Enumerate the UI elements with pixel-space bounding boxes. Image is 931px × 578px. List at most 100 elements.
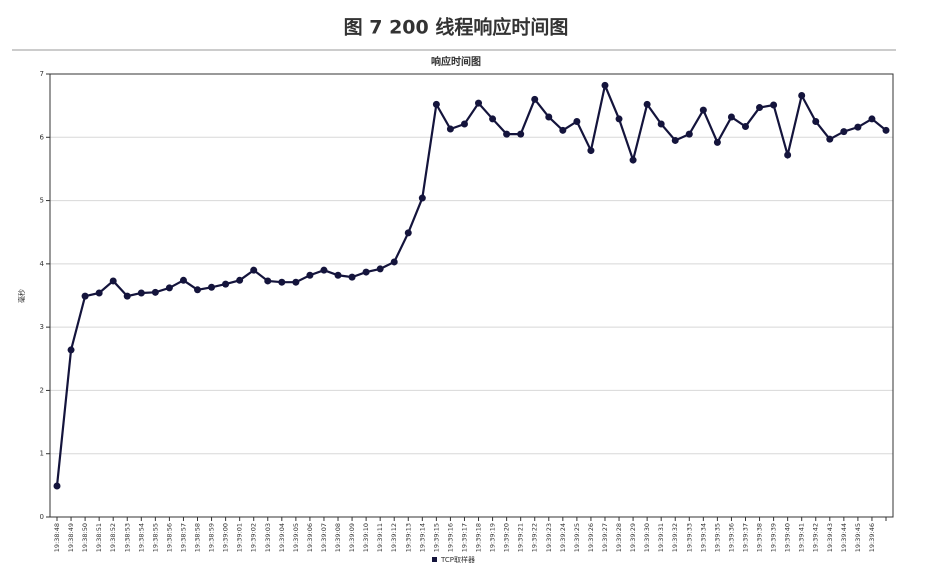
chart-title: 响应时间图 [431, 55, 481, 68]
line [55, 81, 887, 487]
x-tick-label: 19:39:18 [475, 523, 483, 552]
point [236, 276, 244, 284]
x-tick-label: 19:39:12 [390, 523, 398, 552]
x-tick-label: 19:39:06 [306, 523, 314, 552]
x-tick-label: 19:39:25 [573, 523, 581, 552]
x-tick-label: 19:39:34 [699, 523, 707, 552]
x-tick-label: 19:39:40 [784, 523, 792, 552]
x-tick-label: 19:38:52 [109, 523, 117, 552]
point [784, 151, 792, 159]
x-tick-label: 19:38:57 [179, 523, 187, 552]
x-tick-label: 19:39:14 [418, 523, 426, 552]
y-tick-label: 7 [40, 70, 44, 78]
point [615, 115, 623, 123]
x-tick-label: 19:39:00 [222, 523, 230, 552]
x-tick-label: 19:39:19 [489, 523, 497, 552]
x-tick-label: 19:39:45 [854, 523, 862, 552]
x-tick-label: 19:39:33 [685, 523, 693, 552]
point [348, 273, 356, 281]
point [123, 292, 131, 300]
point [713, 138, 721, 146]
point [418, 194, 426, 202]
point [179, 276, 187, 284]
x-tick-label: 19:39:09 [348, 523, 356, 552]
legend-swatch [432, 557, 437, 562]
y-tick-label: 5 [40, 197, 44, 205]
point [404, 229, 412, 237]
point [629, 156, 637, 164]
point [756, 104, 764, 112]
point [109, 277, 117, 285]
y-tick-label: 3 [40, 323, 44, 331]
point [671, 136, 679, 144]
y-tick-label: 1 [40, 450, 44, 458]
x-tick-label: 19:39:36 [727, 523, 735, 552]
x-tick-label: 19:39:27 [601, 523, 609, 552]
x-tick-label: 19:39:08 [334, 523, 342, 552]
x-tick-label: 19:38:49 [67, 523, 75, 552]
point [531, 95, 539, 103]
point [306, 271, 314, 279]
x-tick-label: 19:39:37 [741, 523, 749, 552]
y-tick-label: 0 [40, 513, 44, 521]
point [67, 346, 75, 354]
x-tick-label: 19:39:35 [713, 523, 721, 552]
x-tick-label: 19:39:46 [868, 523, 876, 552]
x-tick-label: 19:38:53 [123, 523, 131, 552]
x-tick-label: 19:39:01 [236, 523, 244, 552]
plot-frame [49, 73, 894, 518]
point [250, 266, 258, 274]
point [573, 117, 581, 125]
x-tick-label: 19:39:13 [404, 523, 412, 552]
y-tick-label: 4 [40, 260, 45, 268]
y-tick-label: 2 [40, 386, 44, 394]
point [798, 92, 806, 100]
point [264, 277, 272, 285]
x-tick-label: 19:39:42 [812, 523, 820, 552]
x-tick-label: 19:39:38 [756, 523, 764, 552]
point [770, 101, 778, 109]
x-tick-label: 19:39:07 [320, 523, 328, 552]
x-tick-label: 19:39:30 [643, 523, 651, 552]
x-tick-label: 19:39:32 [671, 523, 679, 552]
x-tick-label: 19:39:20 [503, 523, 511, 552]
x-tick-label: 19:39:05 [292, 523, 300, 552]
point [812, 117, 820, 125]
point [840, 128, 848, 136]
x-tick-label: 19:39:41 [798, 523, 806, 552]
x-tick-label: 19:39:31 [657, 523, 665, 552]
point [699, 106, 707, 114]
x-tick-label: 19:38:55 [151, 523, 159, 552]
point [53, 482, 61, 490]
point [165, 284, 173, 292]
point [208, 283, 216, 291]
x-tick-label: 19:39:04 [278, 523, 286, 552]
x-tick-label: 19:39:43 [826, 523, 834, 552]
x-tick-label: 19:39:39 [770, 523, 778, 552]
x-tick-label: 19:38:48 [53, 523, 61, 552]
x-tick-label: 19:39:23 [545, 523, 553, 552]
point [741, 123, 749, 131]
point [432, 100, 440, 108]
page-title: 图 7 200 线程响应时间图 [344, 16, 569, 39]
point [882, 126, 890, 134]
x-tick-label: 19:38:59 [208, 523, 216, 552]
point [545, 113, 553, 121]
x-tick-label: 19:39:11 [376, 523, 384, 552]
x-tick-label: 19:38:51 [95, 523, 103, 552]
point [222, 280, 230, 288]
x-tick-label: 19:39:03 [264, 523, 272, 552]
point [517, 130, 525, 138]
x-tick-label: 19:39:22 [531, 523, 539, 552]
x-tick-label: 19:39:15 [432, 523, 440, 552]
point [95, 289, 103, 297]
point [446, 125, 454, 133]
point [587, 147, 595, 155]
x-tick-label: 19:39:28 [615, 523, 623, 552]
point [826, 135, 834, 143]
point [390, 258, 398, 266]
point [657, 120, 665, 128]
x-tick-label: 19:38:56 [165, 523, 173, 552]
x-tick-label: 19:39:16 [446, 523, 454, 552]
point [854, 123, 862, 131]
